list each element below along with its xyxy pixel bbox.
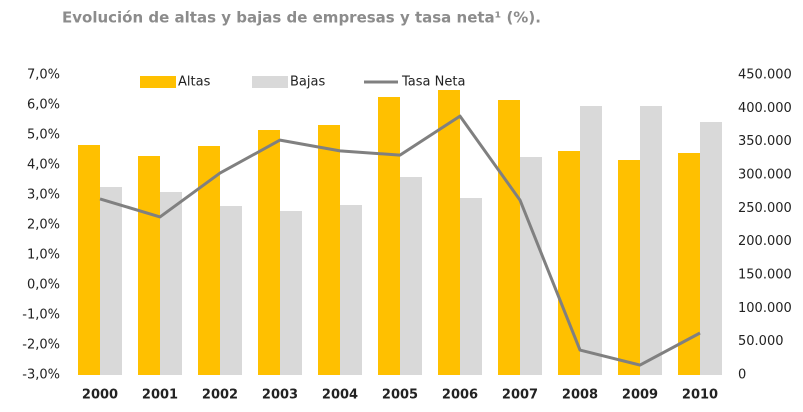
legend-label: Tasa Neta bbox=[401, 75, 465, 90]
x-tick-label: 2007 bbox=[502, 388, 538, 403]
y-tick-label: 6,0% bbox=[27, 98, 60, 113]
y-tick-label: 5,0% bbox=[27, 128, 60, 143]
bar bbox=[520, 157, 542, 375]
x-tick-label: 2001 bbox=[142, 388, 178, 403]
y-tick-label: -2,0% bbox=[22, 338, 60, 353]
y-tick-label: 3,0% bbox=[27, 188, 60, 203]
x-tick-label: 2008 bbox=[562, 388, 598, 403]
y2-tick-label: 0 bbox=[738, 368, 746, 383]
y2-tick-label: 350.000 bbox=[738, 134, 792, 149]
bar bbox=[580, 106, 602, 375]
y2-tick-label: 150.000 bbox=[738, 268, 792, 283]
bar bbox=[438, 90, 460, 375]
x-tick-label: 2005 bbox=[382, 388, 418, 403]
bar bbox=[498, 100, 520, 375]
x-tick-label: 2002 bbox=[202, 388, 238, 403]
bar bbox=[558, 151, 580, 375]
y2-tick-label: 50.000 bbox=[738, 334, 784, 349]
y2-tick-label: 400.000 bbox=[738, 101, 792, 116]
bar bbox=[700, 122, 722, 375]
y2-tick-label: 450.000 bbox=[738, 68, 792, 83]
y-tick-label: 4,0% bbox=[27, 158, 60, 173]
bar bbox=[220, 206, 242, 375]
bar bbox=[280, 211, 302, 375]
y2-tick-label: 200.000 bbox=[738, 234, 792, 249]
bar bbox=[100, 187, 122, 375]
bar bbox=[640, 106, 662, 375]
bar bbox=[258, 130, 280, 375]
y2-tick-label: 100.000 bbox=[738, 301, 792, 316]
bar bbox=[78, 145, 100, 375]
y-tick-label: 0,0% bbox=[27, 278, 60, 293]
chart-title: Evolución de altas y bajas de empresas y… bbox=[62, 9, 541, 27]
y2-tick-label: 300.000 bbox=[738, 168, 792, 183]
bar bbox=[460, 198, 482, 375]
x-tick-label: 2009 bbox=[622, 388, 658, 403]
y-tick-label: -1,0% bbox=[22, 308, 60, 323]
bar bbox=[138, 156, 160, 375]
y-tick-label: 7,0% bbox=[27, 68, 60, 83]
bar bbox=[340, 205, 362, 375]
legend-swatch bbox=[140, 76, 176, 88]
bar bbox=[618, 160, 640, 375]
legend-label: Bajas bbox=[290, 75, 325, 90]
x-tick-label: 2010 bbox=[682, 388, 718, 403]
bar bbox=[160, 192, 182, 375]
bar bbox=[400, 177, 422, 375]
y-tick-label: -3,0% bbox=[22, 368, 60, 383]
x-tick-label: 2003 bbox=[262, 388, 298, 403]
x-tick-label: 2006 bbox=[442, 388, 478, 403]
legend-label: Altas bbox=[178, 75, 211, 90]
y-tick-label: 1,0% bbox=[27, 248, 60, 263]
bar bbox=[198, 146, 220, 375]
y-tick-label: 2,0% bbox=[27, 218, 60, 233]
bar bbox=[378, 97, 400, 375]
x-tick-label: 2000 bbox=[82, 388, 118, 403]
bar bbox=[318, 125, 340, 375]
line bbox=[99, 114, 701, 367]
x-tick-label: 2004 bbox=[322, 388, 358, 403]
y2-tick-label: 250.000 bbox=[738, 201, 792, 216]
legend-swatch bbox=[252, 76, 288, 88]
bar bbox=[678, 153, 700, 375]
